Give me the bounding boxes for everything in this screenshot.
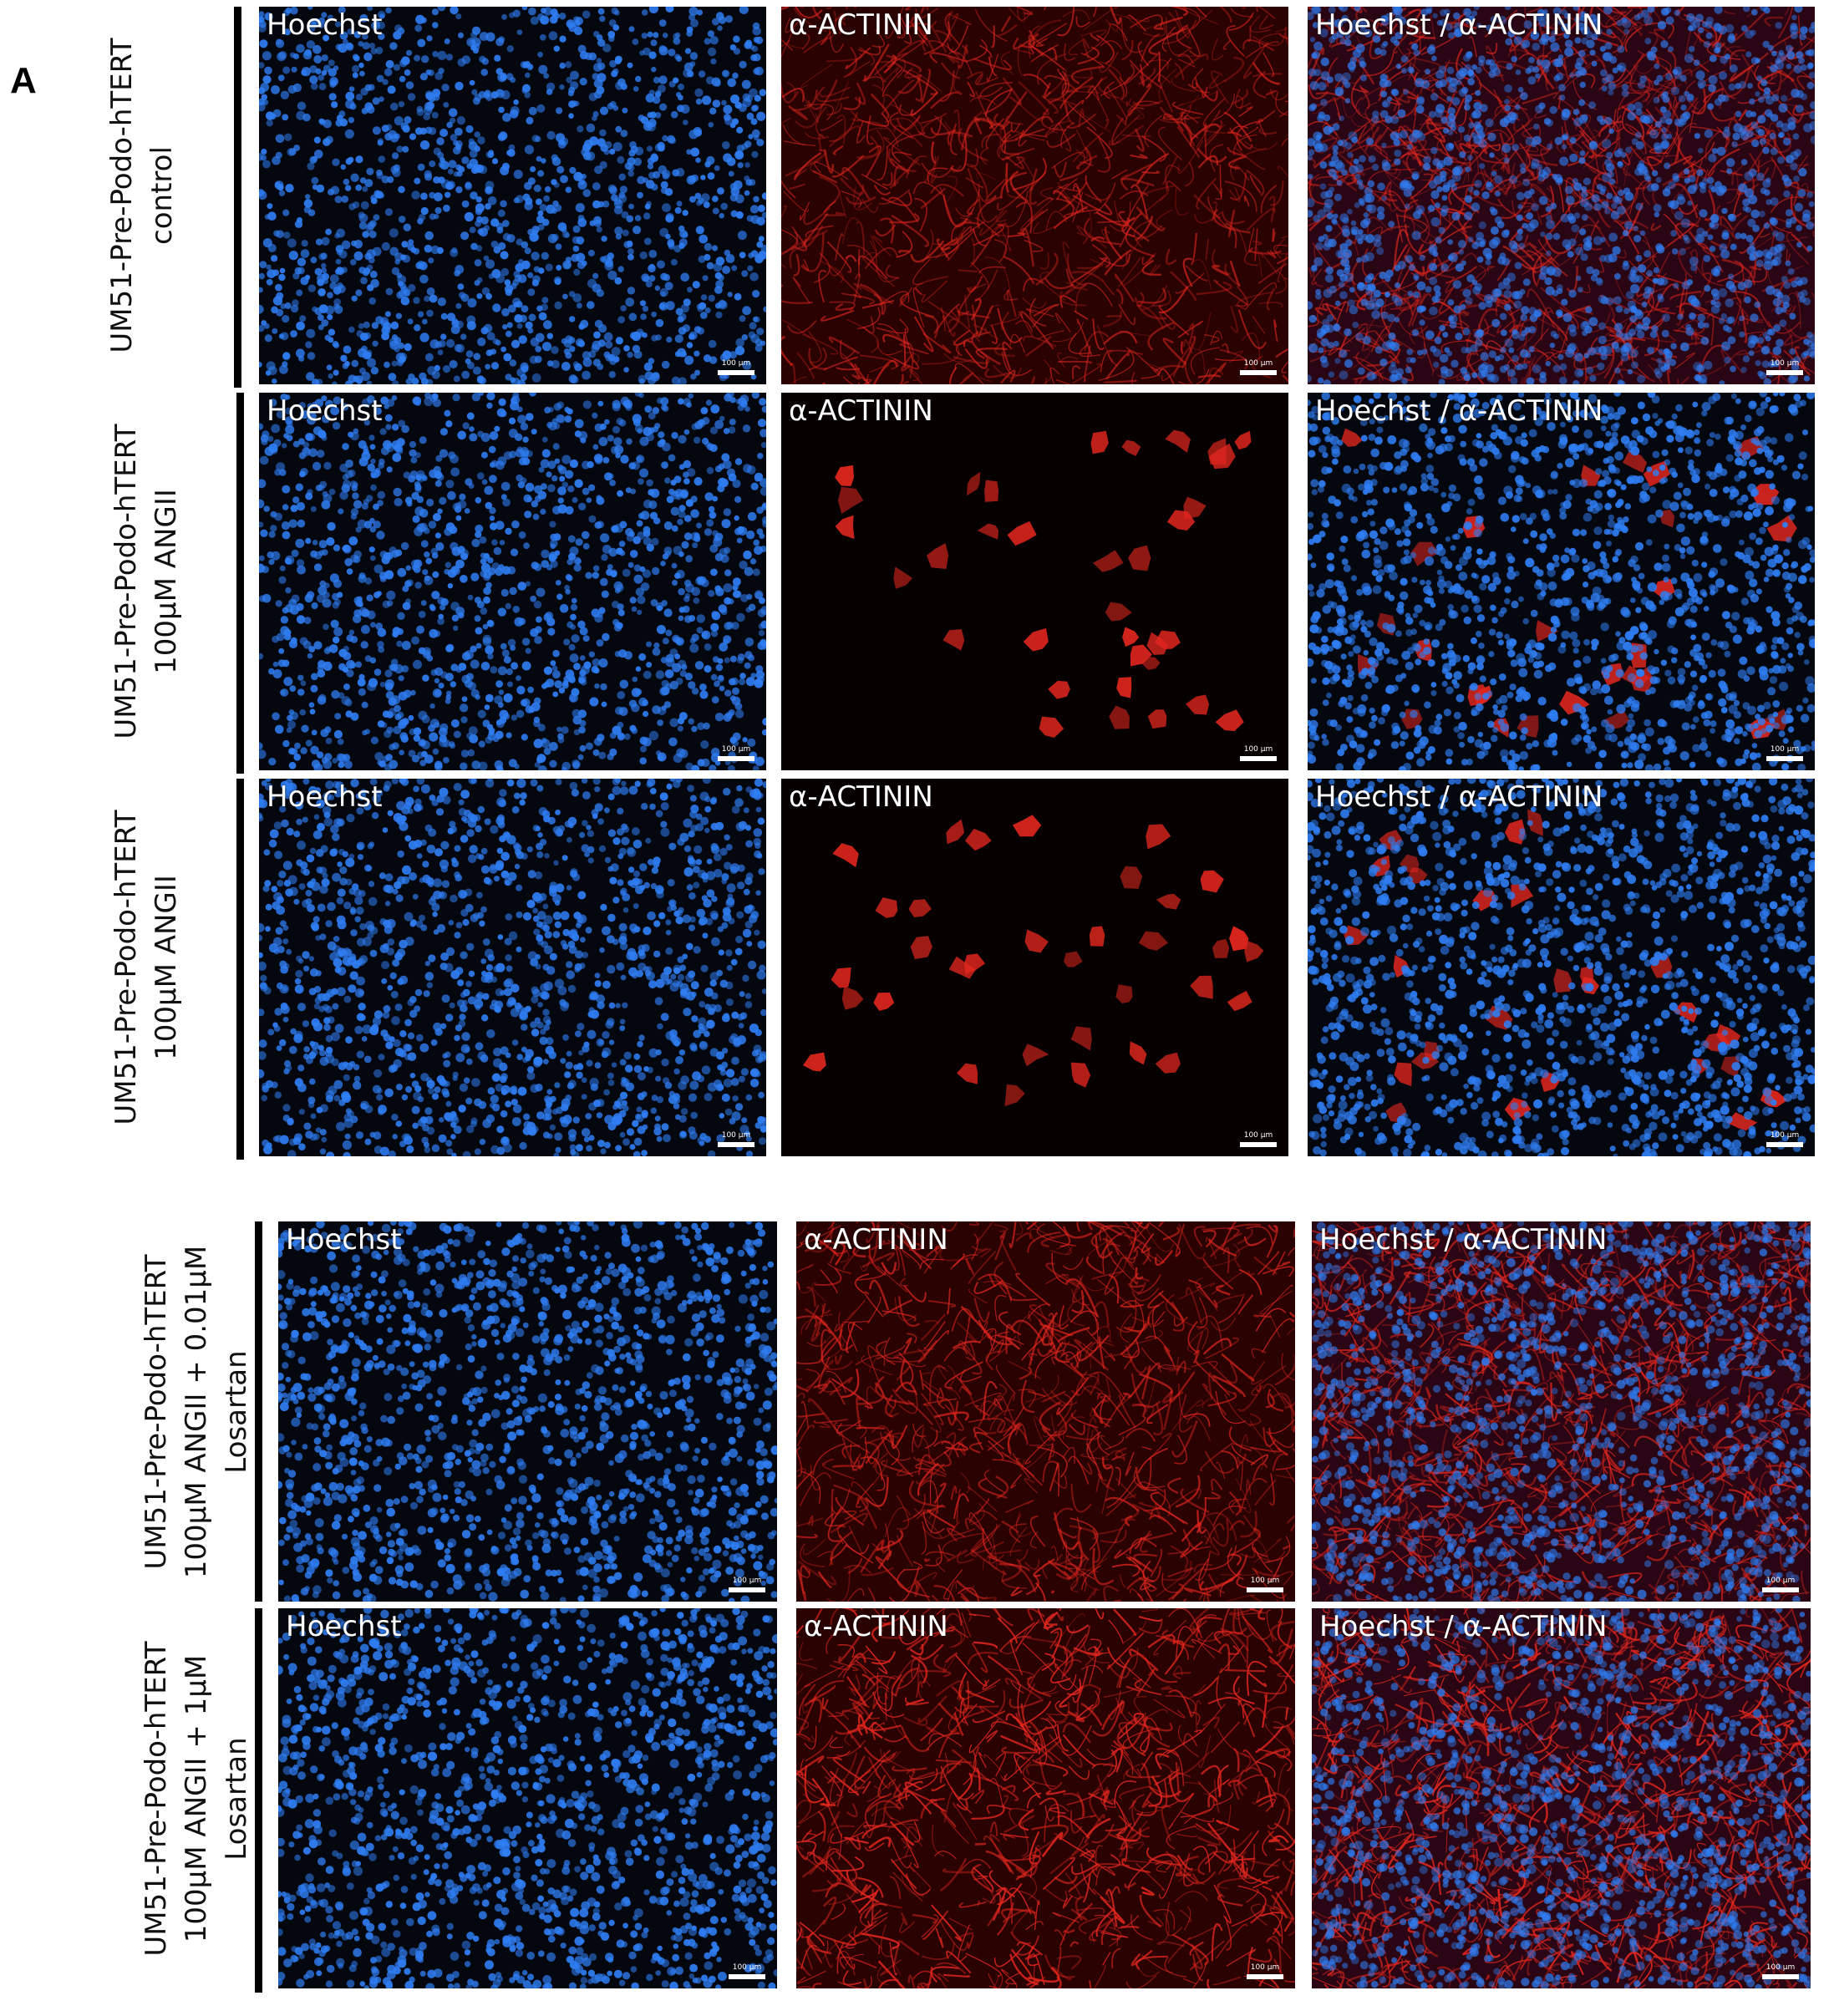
scale-bar <box>1240 1142 1277 1147</box>
scale-bar-label: 100 µm <box>1240 745 1277 754</box>
micrograph-blue-row4: Hoechst 100 µm <box>278 1221 777 1602</box>
micrograph-red-row2: α-ACTININ 100 µm <box>781 393 1288 770</box>
micrograph-texture-merge-row3 <box>1308 779 1815 1156</box>
row-label-line3: Losartan <box>216 1737 257 1860</box>
row-label-line2: control <box>142 146 182 245</box>
stain-label-blue: Hoechst <box>286 1223 402 1257</box>
row-label-line2: 100µM ANGII + 0.01µM <box>176 1245 216 1578</box>
row-label-line1: UM51-Pre-Podo-hTERT <box>136 1641 176 1956</box>
scale-bar-label: 100 µm <box>718 1131 754 1140</box>
row-label-line1: UM51-Pre-Podo-hTERT <box>102 38 142 353</box>
micrograph-texture-blue-row2 <box>259 393 766 770</box>
micrograph-merge-row5: Hoechst / α-ACTININ 100 µm <box>1312 1608 1811 1988</box>
scale-bar-label: 100 µm <box>1766 359 1803 368</box>
panel-letter: A <box>10 60 37 102</box>
micrograph-texture-blue-row4 <box>278 1221 777 1602</box>
micrograph-red-row1: α-ACTININ 100 µm <box>781 7 1288 384</box>
scale-bar-label: 100 µm <box>718 745 754 754</box>
row-bracket-4 <box>255 1221 262 1602</box>
stain-label-merge: Hoechst / α-ACTININ <box>1315 8 1603 42</box>
stain-label-blue: Hoechst <box>286 1610 402 1643</box>
scale-bar <box>1766 756 1803 761</box>
micrograph-texture-merge-row4 <box>1312 1221 1811 1602</box>
micrograph-texture-merge-row2 <box>1308 393 1815 770</box>
scale-bar-label: 100 µm <box>1240 1131 1277 1140</box>
stain-label-merge: Hoechst / α-ACTININ <box>1315 394 1603 428</box>
micrograph-red-row3: α-ACTININ 100 µm <box>781 779 1288 1156</box>
micrograph-texture-blue-row3 <box>259 779 766 1156</box>
stain-label-merge: Hoechst / α-ACTININ <box>1319 1223 1607 1257</box>
scale-bar <box>718 370 754 375</box>
stain-label-red: α-ACTININ <box>789 8 933 42</box>
micrograph-texture-blue-row5 <box>278 1608 777 1988</box>
stain-label-merge: Hoechst / α-ACTININ <box>1315 780 1603 814</box>
stain-label-merge: Hoechst / α-ACTININ <box>1319 1610 1607 1643</box>
scale-bar-label: 100 µm <box>1247 1963 1283 1972</box>
scale-bar <box>1762 1974 1799 1979</box>
scale-bar <box>1766 370 1803 375</box>
micrograph-texture-red-row3 <box>781 779 1288 1156</box>
scale-bar <box>729 1974 765 1979</box>
scale-bar-label: 100 µm <box>718 359 754 368</box>
row-bracket-2 <box>236 393 244 774</box>
row-bracket-3 <box>236 779 244 1160</box>
row-label-line2: 100µM ANGII <box>146 875 186 1060</box>
micrograph-blue-row1: Hoechst 100 µm <box>259 7 766 384</box>
stain-label-red: α-ACTININ <box>804 1610 948 1643</box>
micrograph-texture-merge-row1 <box>1308 7 1815 384</box>
scale-bar <box>729 1587 765 1592</box>
micrograph-merge-row3: Hoechst / α-ACTININ 100 µm <box>1308 779 1815 1156</box>
stain-label-blue: Hoechst <box>267 394 383 428</box>
micrograph-texture-red-row1 <box>781 7 1288 384</box>
micrograph-red-row4: α-ACTININ 100 µm <box>796 1221 1295 1602</box>
scale-bar-label: 100 µm <box>1247 1577 1283 1585</box>
scale-bar-label: 100 µm <box>1766 1131 1803 1140</box>
micrograph-texture-blue-row1 <box>259 7 766 384</box>
micrograph-merge-row4: Hoechst / α-ACTININ 100 µm <box>1312 1221 1811 1602</box>
micrograph-blue-row3: Hoechst 100 µm <box>259 779 766 1156</box>
micrograph-texture-red-row5 <box>796 1608 1295 1988</box>
micrograph-texture-red-row2 <box>781 393 1288 770</box>
scale-bar <box>718 1142 754 1147</box>
row-label-line2: 100µM ANGII + 1µM <box>176 1654 216 1942</box>
scale-bar <box>1766 1142 1803 1147</box>
scale-bar <box>1240 370 1277 375</box>
stain-label-red: α-ACTININ <box>789 394 933 428</box>
micrograph-merge-row1: Hoechst / α-ACTININ 100 µm <box>1308 7 1815 384</box>
row-label-line1: UM51-Pre-Podo-hTERT <box>106 424 146 739</box>
micrograph-red-row5: α-ACTININ 100 µm <box>796 1608 1295 1988</box>
micrograph-texture-red-row4 <box>796 1221 1295 1602</box>
row-label-line2: 100µM ANGII <box>146 489 186 674</box>
stain-label-blue: Hoechst <box>267 8 383 42</box>
micrograph-texture-merge-row5 <box>1312 1608 1811 1988</box>
stain-label-red: α-ACTININ <box>789 780 933 814</box>
scale-bar <box>1762 1587 1799 1592</box>
scale-bar-label: 100 µm <box>729 1577 765 1585</box>
scale-bar <box>718 756 754 761</box>
scale-bar <box>1240 756 1277 761</box>
row-label-line1: UM51-Pre-Podo-hTERT <box>106 810 146 1125</box>
scale-bar-label: 100 µm <box>729 1963 765 1972</box>
stain-label-red: α-ACTININ <box>804 1223 948 1257</box>
scale-bar-label: 100 µm <box>1762 1577 1799 1585</box>
scale-bar-label: 100 µm <box>1240 359 1277 368</box>
row-bracket-5 <box>255 1608 262 1993</box>
row-label-line1: UM51-Pre-Podo-hTERT <box>136 1254 176 1569</box>
scale-bar <box>1247 1974 1283 1979</box>
scale-bar <box>1247 1587 1283 1592</box>
row-label-line3: Losartan <box>216 1350 257 1473</box>
row-bracket-1 <box>234 7 241 388</box>
micrograph-blue-row2: Hoechst 100 µm <box>259 393 766 770</box>
stain-label-blue: Hoechst <box>267 780 383 814</box>
scale-bar-label: 100 µm <box>1766 745 1803 754</box>
micrograph-merge-row2: Hoechst / α-ACTININ 100 µm <box>1308 393 1815 770</box>
micrograph-blue-row5: Hoechst 100 µm <box>278 1608 777 1988</box>
scale-bar-label: 100 µm <box>1762 1963 1799 1972</box>
